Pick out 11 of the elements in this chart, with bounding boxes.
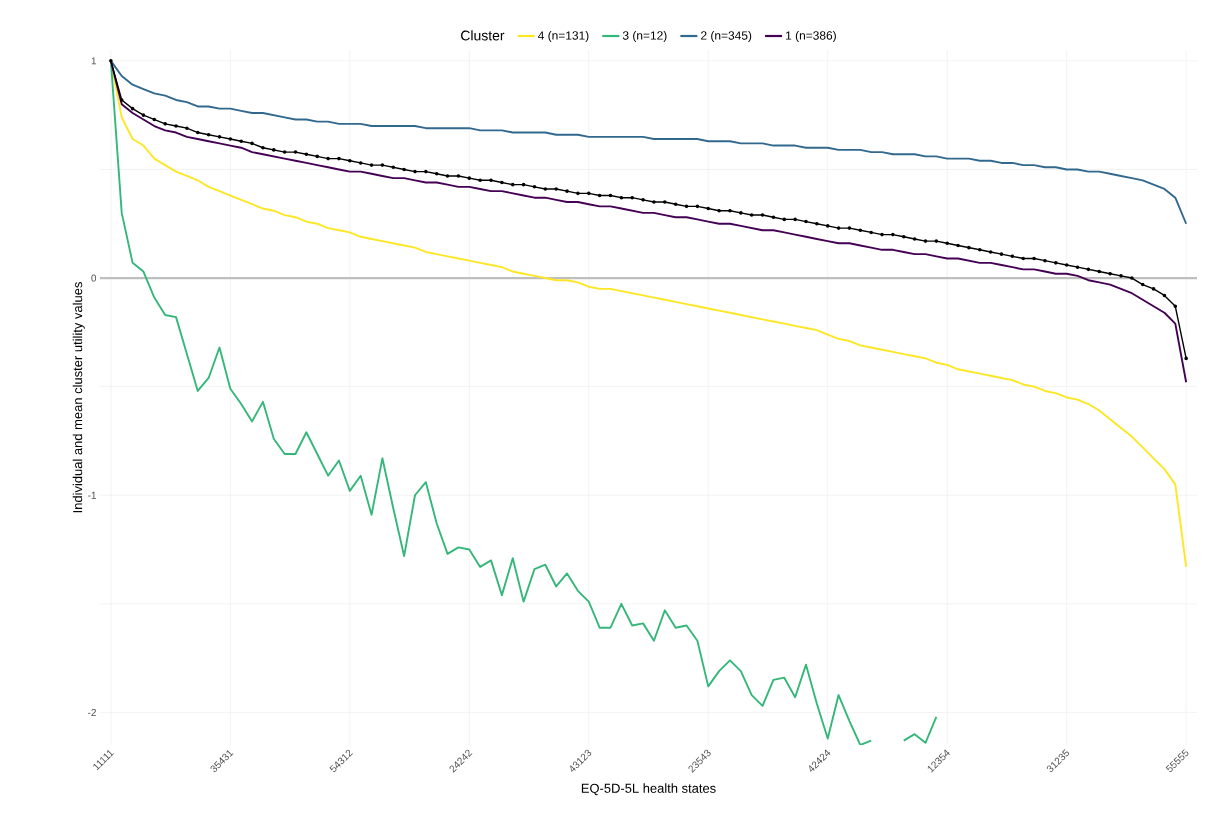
y-tick-label: -2 <box>88 708 96 716</box>
y-tick-label: 1 <box>91 57 96 65</box>
legend-title: Cluster <box>461 30 505 41</box>
x-axis-title: EQ-5D-5L health states <box>581 783 716 796</box>
legend-label: 2 (n=345) <box>701 30 752 43</box>
legend-label: 3 (n=12) <box>622 30 667 43</box>
legend-label: 1 (n=386) <box>786 30 836 43</box>
y-tick-label: -1 <box>88 491 96 499</box>
legend-label: 4 (n=131) <box>538 30 589 43</box>
y-tick-label: 0 <box>91 274 97 282</box>
y-axis-title: Individual and mean cluster utility values <box>72 282 85 513</box>
